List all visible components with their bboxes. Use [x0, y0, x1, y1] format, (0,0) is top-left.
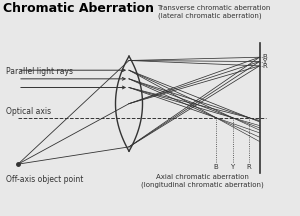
Text: Transverse chromatic aberration
(lateral chromatic aberration): Transverse chromatic aberration (lateral…	[158, 5, 271, 19]
Text: Parallel light rays: Parallel light rays	[6, 67, 73, 76]
Text: B: B	[214, 164, 218, 170]
Text: R: R	[262, 63, 267, 69]
Text: R: R	[247, 164, 251, 170]
Text: Off-axis object point: Off-axis object point	[6, 175, 83, 184]
Text: Optical axis: Optical axis	[6, 106, 51, 116]
Text: Axial chromatic aberration
(longitudinal chromatic aberration): Axial chromatic aberration (longitudinal…	[141, 174, 264, 188]
Text: Chromatic Aberration: Chromatic Aberration	[3, 2, 154, 15]
Text: B: B	[262, 54, 267, 60]
Text: Y: Y	[262, 59, 267, 65]
Text: Y: Y	[230, 164, 235, 170]
